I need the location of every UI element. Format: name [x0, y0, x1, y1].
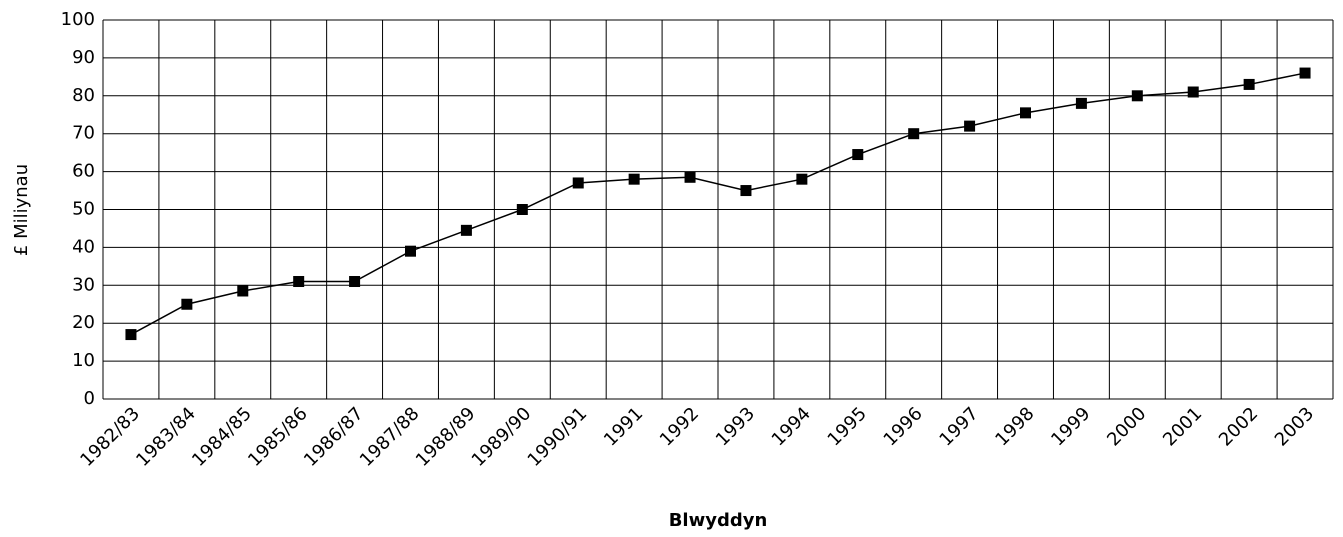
y-tick-label: 90: [72, 47, 95, 68]
y-tick-label: 10: [72, 350, 95, 371]
marker: [684, 171, 696, 183]
x-tick-label: 2001: [1159, 403, 1206, 450]
x-axis-label: Blwyddyn: [669, 510, 768, 531]
x-tick-label: 1982/83: [76, 403, 144, 471]
x-tick-label: 1994: [768, 403, 815, 450]
x-tick-label: 2003: [1271, 403, 1318, 450]
x-tick-label: 2002: [1215, 403, 1262, 450]
y-tick-label: 60: [72, 161, 95, 182]
x-tick-label: 1995: [824, 403, 871, 450]
y-tick-label: 0: [84, 388, 95, 409]
x-tick-label: 1998: [991, 403, 1038, 450]
y-axis-label: £ Miliynau: [11, 164, 32, 256]
x-tick-label: 1997: [935, 403, 982, 450]
y-tick-label: 100: [61, 9, 95, 30]
marker: [460, 224, 472, 236]
marker: [740, 185, 752, 197]
y-tick-label: 70: [72, 123, 95, 144]
x-tick-label: 1999: [1047, 403, 1094, 450]
x-tick-label: 1992: [656, 403, 703, 450]
y-tick-label: 30: [72, 274, 95, 295]
marker: [964, 120, 976, 132]
x-tick-label: 1989/90: [468, 403, 536, 471]
marker: [1299, 67, 1311, 79]
marker: [237, 285, 249, 297]
x-tick-label: 1983/84: [132, 403, 200, 471]
marker: [181, 298, 193, 310]
line: [130, 72, 1306, 336]
x-tick-label: 1991: [600, 403, 647, 450]
marker: [1243, 78, 1255, 90]
x-tick-label: 1987/88: [356, 403, 424, 471]
y-tick-label: 80: [72, 85, 95, 106]
x-tick-label: 1996: [880, 403, 927, 450]
marker: [516, 204, 528, 215]
marker: [628, 173, 640, 185]
x-tick-label: 1993: [712, 403, 759, 450]
x-tick-label: 1984/85: [188, 403, 256, 471]
marker: [796, 173, 808, 185]
marker: [349, 276, 361, 288]
marker: [1020, 107, 1031, 119]
marker: [1075, 97, 1087, 109]
marker: [852, 149, 864, 161]
marker: [125, 329, 137, 341]
x-tick-label: 1986/87: [300, 403, 368, 471]
marker: [1187, 86, 1199, 98]
marker: [293, 276, 305, 288]
marker: [405, 245, 416, 257]
y-tick-label: 20: [72, 312, 95, 333]
y-tick-label: 40: [72, 236, 95, 257]
x-tick-label: 2000: [1103, 403, 1150, 450]
marker: [1131, 90, 1143, 102]
x-tick-label: 1985/86: [244, 403, 312, 471]
marker: [908, 128, 920, 140]
x-tick-label: 1988/89: [412, 403, 480, 471]
y-tick-label: 50: [72, 199, 95, 220]
x-tick-label: 1990/91: [524, 403, 592, 471]
marker: [572, 177, 584, 189]
